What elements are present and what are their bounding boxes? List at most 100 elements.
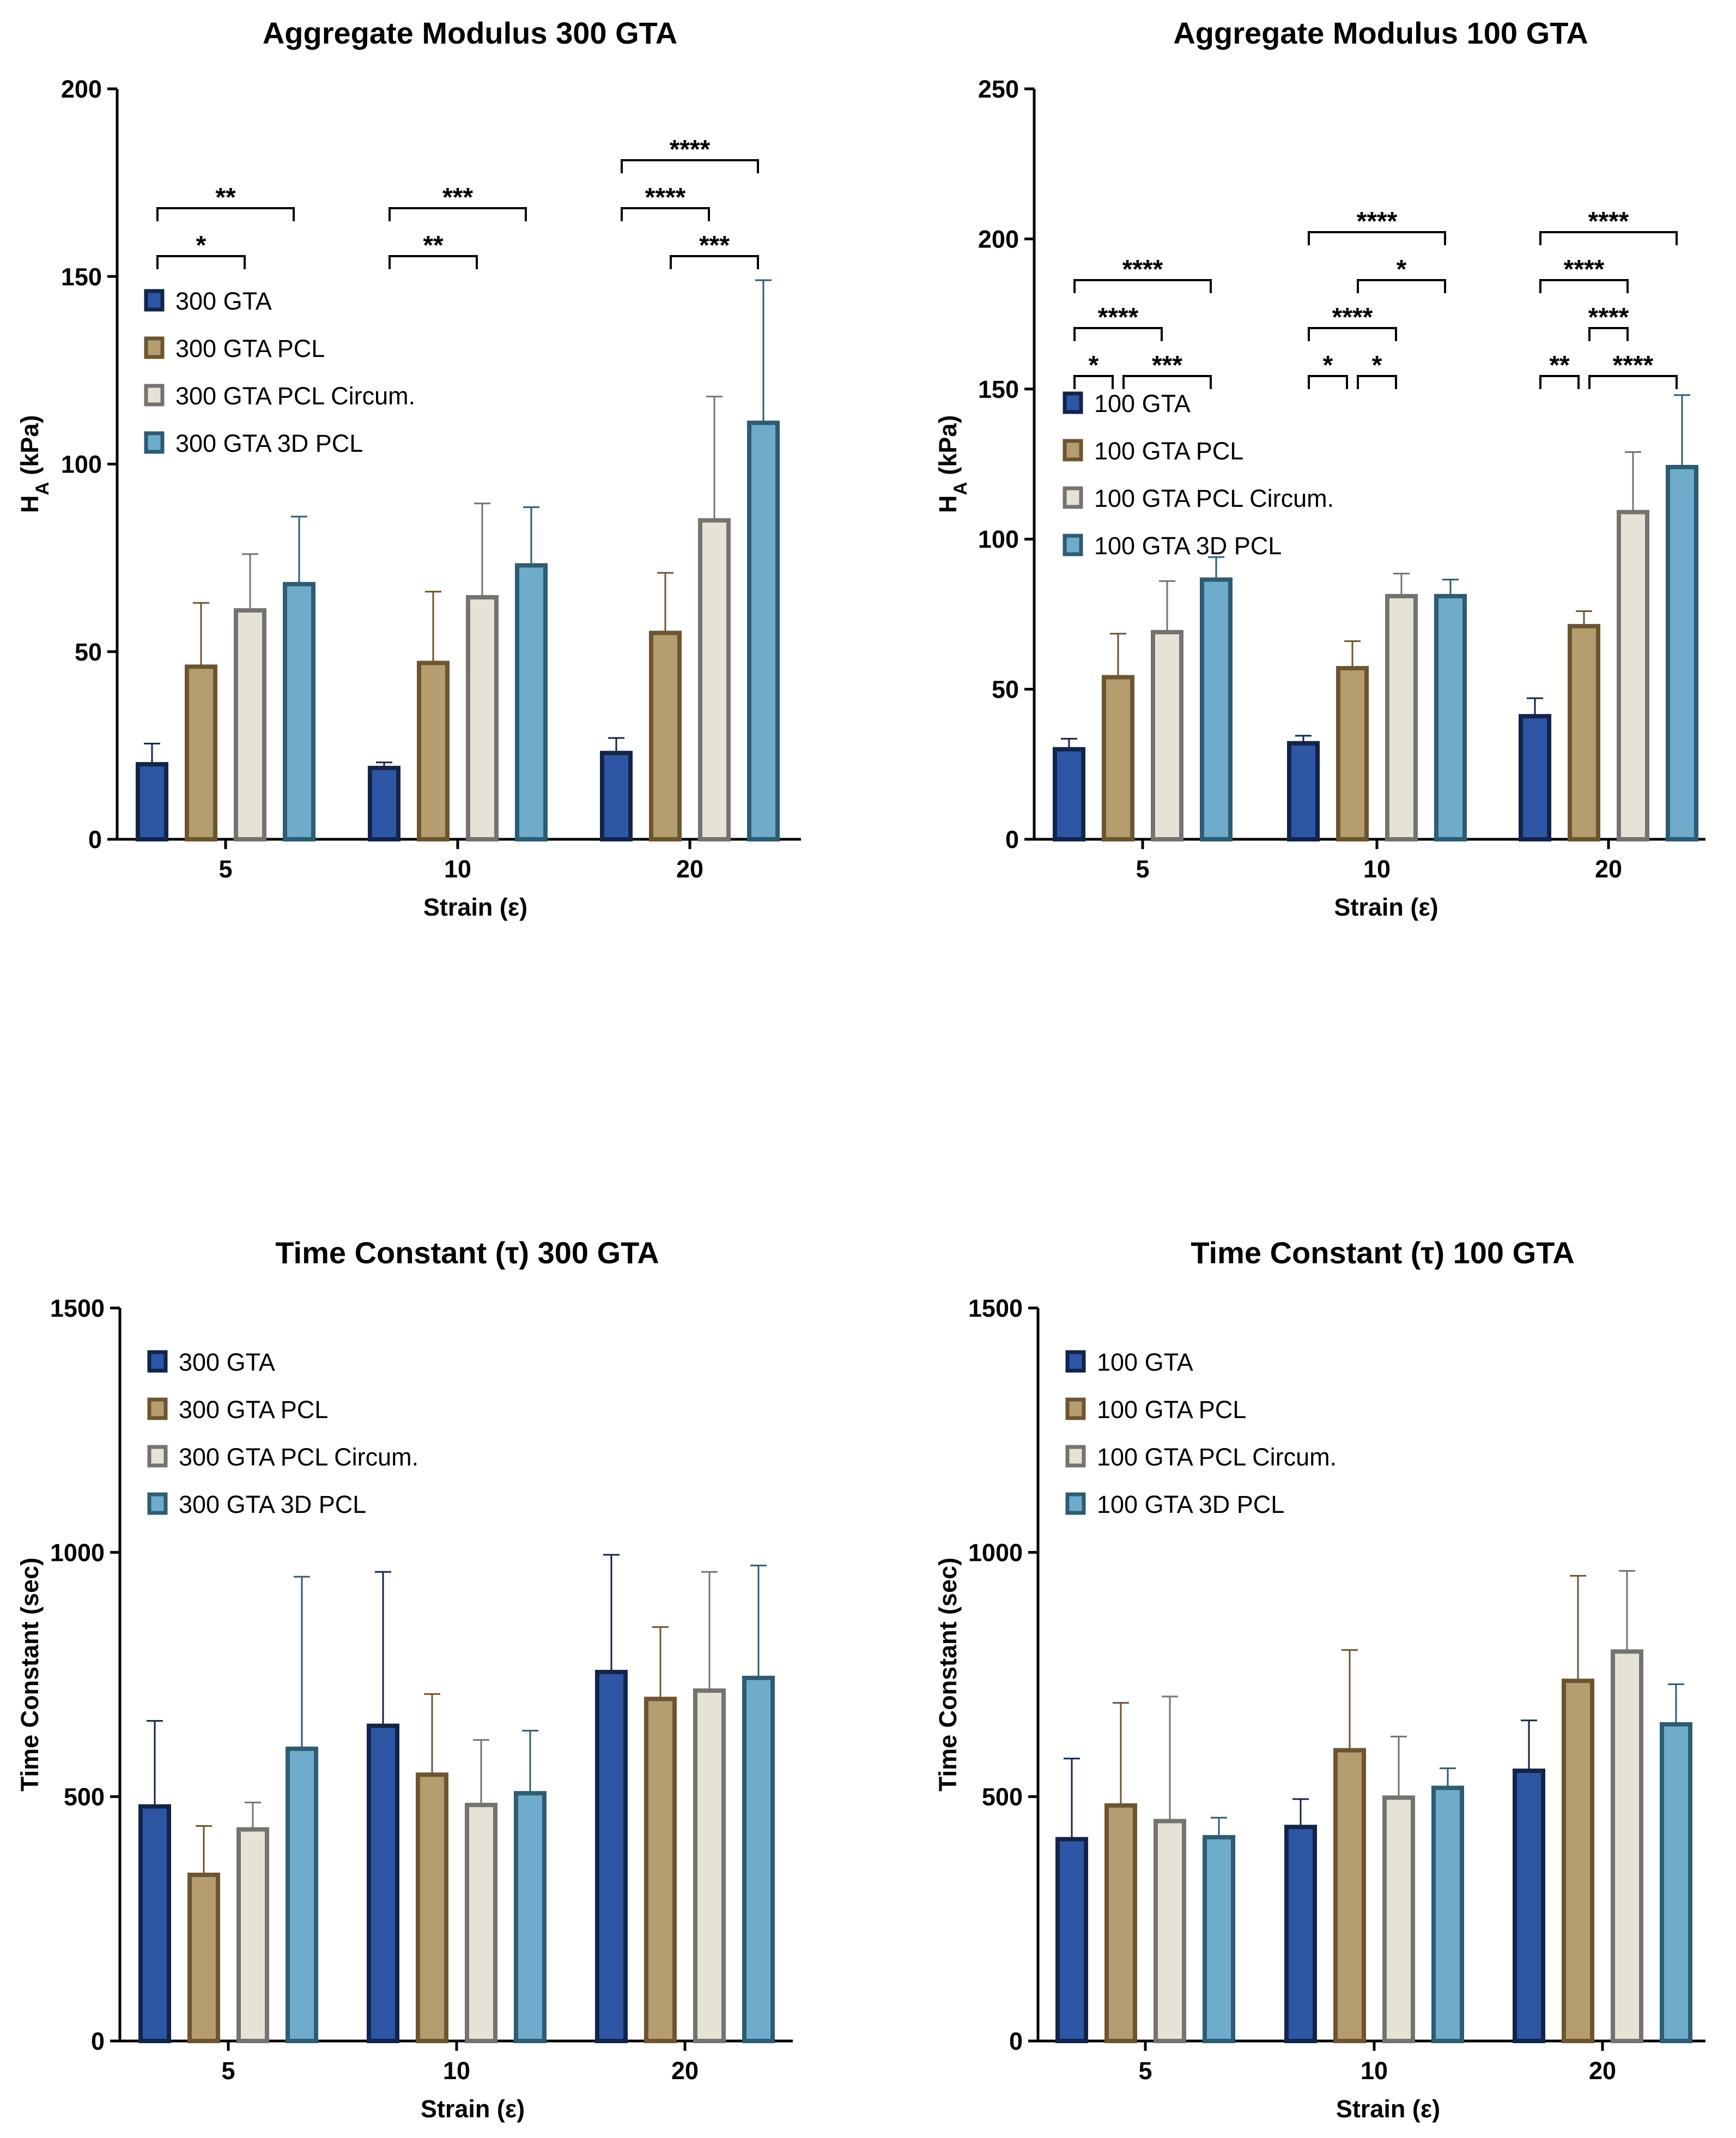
y-tick-label: 250 [978,75,1019,103]
significance-label: * [1323,351,1333,380]
significance-label: **** [1588,207,1629,236]
y-axis-label: HA (kPa) [16,415,53,513]
significance-bracket [670,255,759,269]
bar [1660,1722,1692,2043]
bar [644,1697,677,2043]
chart-title: Aggregate Modulus 300 GTA [263,16,677,50]
bar [693,1688,726,2044]
significance-bracket [1073,375,1114,389]
y-tick-label: 0 [1009,2027,1023,2055]
bar [417,661,450,842]
legend-swatch [144,336,165,359]
legend-label: 300 GTA [175,287,272,315]
y-tick-label: 500 [64,1783,105,1811]
x-tick-label: 10 [1361,2057,1388,2085]
x-tick-label: 5 [1138,2057,1152,2085]
significance-bracket [1073,279,1212,293]
x-tick-label: 5 [218,855,232,883]
bar [368,766,400,842]
bar [367,1723,399,2043]
x-tick-label: 20 [1595,855,1622,883]
chart-3: Time Constant (τ) 300 GTA 0 500 1000 1500 Tim… [16,1235,793,2123]
y-tick-label: 1000 [968,1539,1023,1566]
legend-label: 300 GTA 3D PCL [175,429,363,457]
bar [1519,714,1551,841]
significance-bracket [1588,327,1629,341]
significance-bracket [621,207,710,221]
bar [138,1804,171,2044]
bar [416,1772,448,2043]
legend-swatch [1063,534,1083,556]
y-tick-label: 0 [88,826,102,853]
y-axis-label: Time Constant (sec) [934,1558,962,1791]
bar [1382,1795,1415,2043]
bar [185,664,217,842]
significance-label: **** [670,135,711,164]
significance-label: **** [1588,303,1629,332]
x-tick-label: 10 [1363,855,1391,883]
legend-label: 100 GTA [1097,1348,1193,1376]
significance-bracket [1308,375,1348,389]
chart-title: Time Constant (τ) 100 GTA [1191,1235,1574,1270]
bar [600,750,633,842]
y-tick-label: 0 [1005,826,1019,853]
significance-bracket [1357,375,1397,389]
chart-title: Time Constant (τ) 300 GTA [275,1235,659,1270]
x-axis-label: Strain (ε) [423,893,527,921]
legend-label: 300 GTA PCL Circum. [175,382,415,410]
bar [742,1675,775,2043]
significance-bracket [1539,279,1629,293]
bar [1055,1837,1088,2044]
significance-label: **** [1122,255,1163,284]
bar [1284,1825,1317,2043]
significance-label: *** [1152,351,1182,380]
legend-label: 300 GTA PCL Circum. [179,1443,418,1471]
x-axis-label: Strain (ε) [1336,2095,1440,2123]
x-tick-label: 5 [221,2057,235,2085]
bar [649,631,682,841]
y-tick-label: 100 [61,451,102,479]
significance-label: **** [1098,303,1139,332]
y-tick-label: 500 [982,1783,1023,1811]
legend-label: 100 GTA PCL Circum. [1097,1443,1337,1471]
significance-label: * [1089,351,1099,380]
legend-label: 100 GTA 3D PCL [1094,532,1282,560]
legend-swatch [144,384,165,407]
bar [1666,465,1698,841]
legend-swatch [1063,391,1083,414]
legend-swatch [1065,1492,1086,1515]
significance-bracket [1122,375,1212,389]
bar [1154,1819,1186,2043]
significance-bracket [156,207,295,221]
bar [747,420,780,841]
legend-label: 100 GTA PCL [1097,1396,1246,1424]
y-tick-label: 0 [91,2027,105,2055]
y-tick-label: 150 [978,375,1019,403]
legend-swatch [1065,1350,1086,1373]
bar [465,1802,497,2043]
significance-label: * [1372,351,1382,380]
legend-label: 100 GTA 3D PCL [1097,1491,1284,1518]
significance-bracket [621,159,759,173]
x-tick-label: 20 [676,855,703,883]
bar [515,563,548,842]
bar [136,762,168,842]
bar [1611,1649,1643,2043]
legend-label: 100 GTA PCL [1094,437,1243,465]
bar [1102,675,1134,841]
significance-bracket [389,207,527,221]
significance-label: *** [699,231,730,260]
x-axis-label: Strain (ε) [1334,893,1438,921]
legend-swatch [147,1492,168,1515]
significance-bracket [1073,327,1163,341]
bar [1562,1679,1594,2044]
bar [236,1827,269,2044]
legend-swatch [144,431,165,454]
bar [234,608,266,841]
y-tick-label: 50 [75,638,102,666]
significance-bracket [389,255,478,269]
y-tick-label: 200 [61,75,102,103]
significance-bracket [1539,375,1580,389]
bar [595,1670,628,2043]
significance-bracket [1308,327,1397,341]
